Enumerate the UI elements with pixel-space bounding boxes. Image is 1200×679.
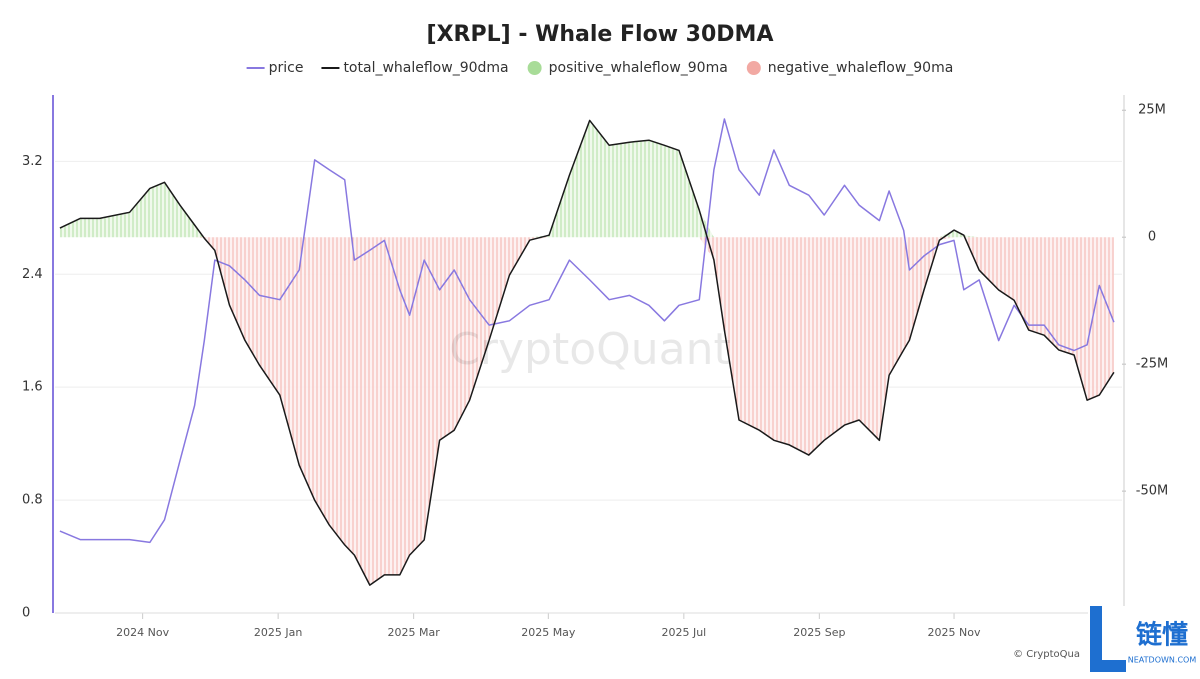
x-tick-label: 2025 Mar (388, 626, 441, 639)
x-tick-label: 2025 Jul (661, 626, 706, 639)
y-tick-label: 0.8 (22, 493, 43, 508)
legend-item[interactable]: positive_whaleflow_90ma (527, 60, 728, 76)
legend-marker (527, 61, 542, 75)
chart-title: [XRPL] - Whale Flow 30DMA (427, 22, 774, 47)
logo: 链懂 NEATDOWN.COM (1088, 606, 1200, 675)
legend-item[interactable]: negative_whaleflow_90ma (746, 60, 954, 76)
x-tick-label: 2025 Jan (254, 626, 302, 639)
x-tick-label: 2025 Nov (928, 626, 981, 639)
plot: 0 0.8 1.6 2.4 3.2 25M 0 -25M -50M 2024 Nov 2025 Ja… (22, 95, 1168, 639)
x-tick-label: 2025 May (521, 626, 576, 639)
legend-item[interactable]: total_whaleflow_90dma (321, 60, 509, 76)
legend-label: total_whaleflow_90dma (343, 60, 508, 76)
copyright: © CryptoQua (1013, 649, 1080, 660)
y-tick-label: 2.4 (22, 267, 43, 282)
y-tick-label: 0 (22, 606, 30, 621)
legend: price total_whaleflow_90dma positive_whale… (246, 60, 954, 76)
y2-tick-label: 0 (1148, 230, 1156, 245)
legend-item[interactable]: price (246, 60, 304, 76)
x-tick-label: 2024 Nov (116, 626, 169, 639)
y2-tick-label: 25M (1138, 103, 1166, 118)
area (59, 237, 1114, 586)
y2-tick-label: -25M (1136, 357, 1168, 372)
area (59, 120, 1114, 238)
logo-text: 链懂 (1136, 620, 1188, 651)
watermark: CryptoQuant (449, 324, 731, 375)
logo-sub: NEATDOWN.COM (1128, 656, 1197, 665)
legend-label: negative_whaleflow_90ma (768, 60, 954, 76)
legend-label: positive_whaleflow_90ma (549, 60, 728, 76)
y-tick-label: 3.2 (22, 154, 43, 169)
line (59, 119, 1115, 586)
legend-label: price (269, 60, 304, 76)
y2-tick-label: -50M (1136, 484, 1168, 499)
y-tick-label: 1.6 (22, 380, 43, 395)
x-tick-label: 2025 Sep (793, 626, 845, 639)
legend-marker (746, 61, 761, 75)
logo-mark (1090, 606, 1126, 672)
line (59, 118, 1115, 544)
